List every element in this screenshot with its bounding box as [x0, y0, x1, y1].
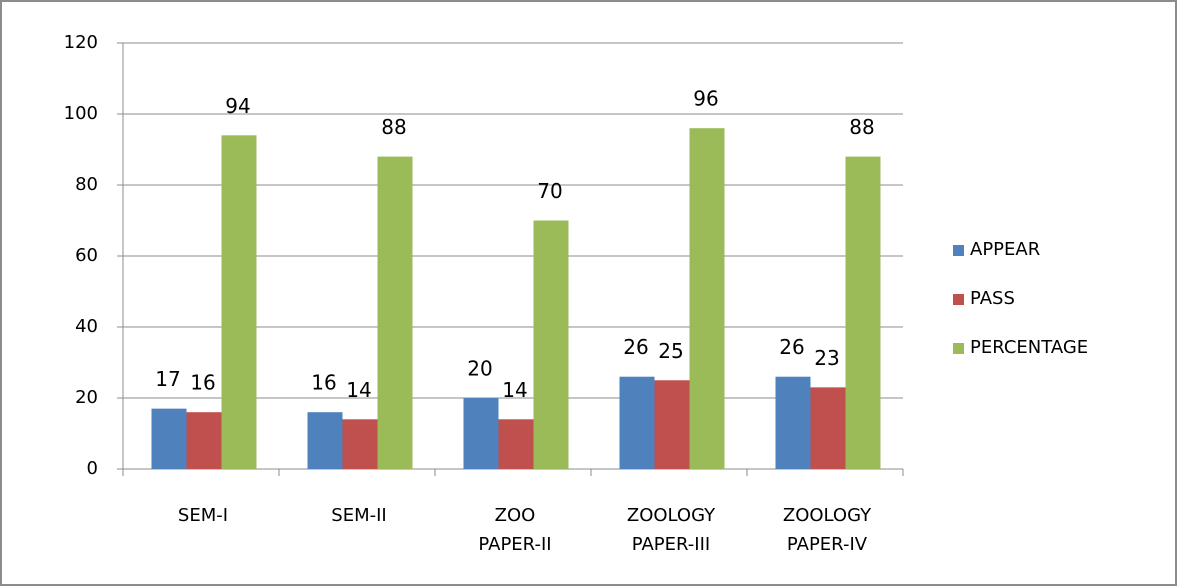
- bar: [775, 376, 811, 469]
- x-tick-label: ZOOLOGY PAPER-IV: [783, 505, 872, 555]
- data-label: 88: [381, 115, 406, 139]
- bar: [810, 387, 846, 469]
- bar: [151, 408, 187, 469]
- bar: [654, 380, 690, 469]
- y-tick-label: 40: [75, 316, 98, 337]
- x-tick-label: ZOO PAPER-II: [478, 505, 551, 555]
- bar: [689, 128, 725, 469]
- y-tick-label: 100: [64, 103, 98, 124]
- data-label: 20: [467, 357, 492, 381]
- data-label: 23: [814, 346, 839, 370]
- data-label: 70: [537, 179, 562, 203]
- bar: [463, 398, 499, 469]
- y-tick-label: 20: [75, 387, 98, 408]
- bar: [307, 412, 343, 469]
- data-label: 16: [190, 371, 215, 395]
- legend-swatch: [953, 294, 964, 305]
- data-label: 88: [849, 115, 874, 139]
- bar: [186, 412, 222, 469]
- legend-swatch: [953, 245, 964, 256]
- bar: [342, 419, 378, 469]
- data-label: 94: [225, 94, 250, 118]
- x-tick-label: ZOOLOGY PAPER-III: [627, 505, 716, 555]
- data-label: 16: [311, 371, 336, 395]
- bar: [377, 156, 413, 469]
- legend-swatch: [953, 343, 964, 354]
- data-label: 25: [658, 339, 683, 363]
- data-label: 26: [779, 335, 804, 359]
- bar: [498, 419, 534, 469]
- bar: [619, 376, 655, 469]
- x-tick-label: SEM-II: [331, 505, 386, 526]
- data-label: 14: [346, 378, 371, 402]
- y-tick-label: 120: [64, 32, 98, 53]
- bar: [221, 135, 257, 470]
- data-label: 96: [693, 87, 718, 111]
- bar: [533, 220, 569, 469]
- y-tick-label: 60: [75, 245, 98, 266]
- legend-label: APPEAR: [970, 239, 1040, 260]
- data-label: 26: [623, 335, 648, 359]
- bar: [845, 156, 881, 469]
- legend-label: PERCENTAGE: [970, 337, 1088, 358]
- data-label: 17: [155, 367, 180, 391]
- y-tick-label: 0: [87, 458, 98, 479]
- y-tick-label: 80: [75, 174, 98, 195]
- legend-label: PASS: [970, 288, 1015, 309]
- x-tick-label: SEM-I: [178, 505, 228, 526]
- data-label: 14: [502, 378, 527, 402]
